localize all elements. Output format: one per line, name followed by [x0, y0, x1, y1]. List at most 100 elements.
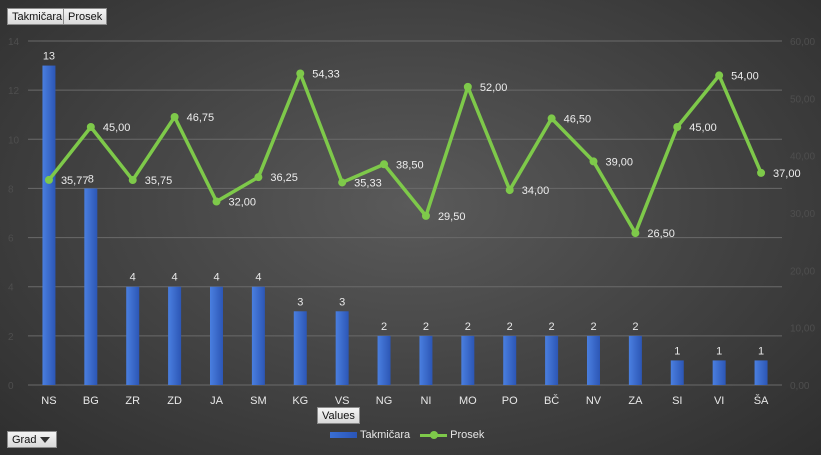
prosek-label-MO: 52,00 [480, 82, 508, 94]
bar-NS [42, 65, 56, 386]
legend-item-prosek[interactable]: Prosek [420, 429, 484, 441]
bar-series-takmicara [42, 65, 768, 386]
prosek-point-ZD [170, 112, 179, 121]
primary-y-tick-label: 4 [8, 283, 14, 294]
primary-y-tick-label: 6 [8, 234, 14, 245]
prosek-point-ZR [128, 176, 137, 185]
legend: Takmičara Prosek [330, 429, 484, 441]
prosek-point-ZA [631, 229, 640, 238]
bar-data-labels: 13 8 4 4 4 4 3 3 2 2 2 2 2 2 2 1 1 1 [43, 51, 764, 358]
prosek-point-MO [463, 82, 472, 91]
prosek-label-BG: 45,00 [103, 122, 131, 134]
bar-ZR [126, 286, 140, 385]
x-tick-ZA: ZA [628, 395, 643, 407]
prosek-label-BČ: 46,50 [564, 113, 592, 125]
bar-label-SI: 1 [674, 345, 680, 357]
x-tick-ZR: ZR [125, 395, 140, 407]
secondary-y-tick-label: 60,00 [790, 37, 815, 48]
bar-label-VI: 1 [716, 345, 722, 357]
prosek-point-SI [673, 123, 682, 131]
bar-label-BG: 8 [88, 173, 94, 185]
prosek-label-NG: 38,50 [396, 159, 424, 171]
prosek-point-KG [296, 69, 305, 78]
secondary-y-tick-label: 10,00 [790, 324, 815, 335]
legend-label-prosek: Prosek [450, 429, 485, 441]
primary-y-tick-label: 0 [8, 381, 14, 392]
secondary-y-tick-label: 20,00 [790, 266, 815, 277]
bar-label-PO: 2 [507, 321, 513, 333]
bar-NG [377, 335, 391, 385]
prosek-label-SI: 45,00 [689, 122, 717, 134]
primary-y-tick-label: 14 [8, 37, 20, 48]
legend-label-takmicara: Takmičara [360, 429, 411, 441]
secondary-y-tick-label: 40,00 [790, 152, 815, 163]
prosek-label-NI: 29,50 [438, 211, 466, 223]
line-series-prosek [44, 69, 766, 238]
bar-label-NV: 2 [590, 321, 596, 333]
prosek-label-VS: 35,33 [354, 177, 382, 189]
bar-BG [84, 188, 98, 385]
x-tick-NG: NG [376, 395, 393, 407]
bar-MO [461, 335, 475, 385]
bar-label-VS: 3 [339, 296, 345, 308]
prosek-label-PO: 34,00 [522, 185, 550, 197]
field-button-takmicara[interactable]: Takmičara [7, 8, 68, 25]
secondary-y-tick-label: 50,00 [790, 94, 815, 105]
bar-label-SM: 4 [255, 272, 261, 284]
prosek-point-VI [715, 71, 724, 80]
bar-SM [251, 286, 265, 385]
primary-y-tick-label: 2 [8, 332, 14, 343]
prosek-label-ZR: 35,75 [145, 175, 173, 187]
bar-label-KG: 3 [297, 296, 303, 308]
bar-label-ZD: 4 [172, 272, 178, 284]
line-data-labels: 35,77 45,00 35,75 46,75 32,00 36,25 54,33 35,33… [61, 69, 801, 241]
bar-label-JA: 4 [213, 272, 219, 284]
x-tick-VI: VI [714, 395, 724, 407]
x-tick-SI: SI [672, 395, 682, 407]
bar-NV [587, 335, 600, 385]
prosek-label-NV: 39,00 [606, 156, 634, 168]
legend-line-swatch [420, 430, 448, 439]
field-button-values[interactable]: Values [317, 407, 360, 424]
bar-VI [712, 360, 726, 385]
prosek-point-BG [86, 123, 95, 131]
bar-label-ŠA: 1 [758, 345, 764, 357]
bar-KG [293, 311, 307, 385]
prosek-point-NI [421, 211, 430, 220]
primary-y-tick-label: 12 [8, 86, 20, 97]
prosek-point-SM [254, 173, 263, 182]
prosek-point-VS [338, 178, 347, 187]
prosek-label-ZA: 26,50 [647, 228, 675, 240]
bar-SI [670, 360, 684, 385]
x-tick-BČ: BČ [544, 394, 559, 407]
bar-VS [335, 311, 349, 385]
prosek-label-NS: 35,77 [61, 175, 89, 187]
bar-label-ZA: 2 [632, 321, 638, 333]
prosek-point-JA [212, 197, 221, 206]
bar-ZA [628, 335, 642, 385]
x-tick-NV: NV [586, 395, 602, 407]
bar-ŠA [754, 360, 768, 385]
legend-item-takmicara[interactable]: Takmičara [330, 429, 410, 441]
x-tick-PO: PO [502, 395, 518, 407]
x-tick-JA: JA [210, 395, 224, 407]
prosek-label-KG: 54,33 [312, 69, 340, 81]
x-tick-ŠA: ŠA [754, 394, 769, 407]
prosek-point-BČ [547, 114, 556, 123]
x-tick-MO: MO [459, 395, 477, 407]
bar-BČ [545, 335, 559, 385]
x-tick-ZD: ZD [167, 395, 182, 407]
x-tick-BG: BG [83, 395, 99, 407]
x-tick-NI: NI [420, 395, 431, 407]
bar-label-NS: 13 [43, 51, 55, 63]
bar-label-ZR: 4 [130, 272, 136, 284]
bar-ZD [168, 286, 182, 385]
filter-dropdown-icon[interactable] [40, 437, 51, 444]
prosek-line [47, 71, 763, 235]
x-tick-VS: VS [335, 395, 350, 407]
secondary-y-axis: 0,00 10,00 20,00 30,00 40,00 50,00 60,00 [790, 37, 815, 392]
axis-field-button-grad[interactable]: Grad [7, 431, 58, 448]
prosek-point-NV [589, 157, 598, 166]
field-button-prosek[interactable]: Prosek [63, 8, 108, 25]
prosek-label-ŠA: 37,00 [773, 168, 801, 180]
